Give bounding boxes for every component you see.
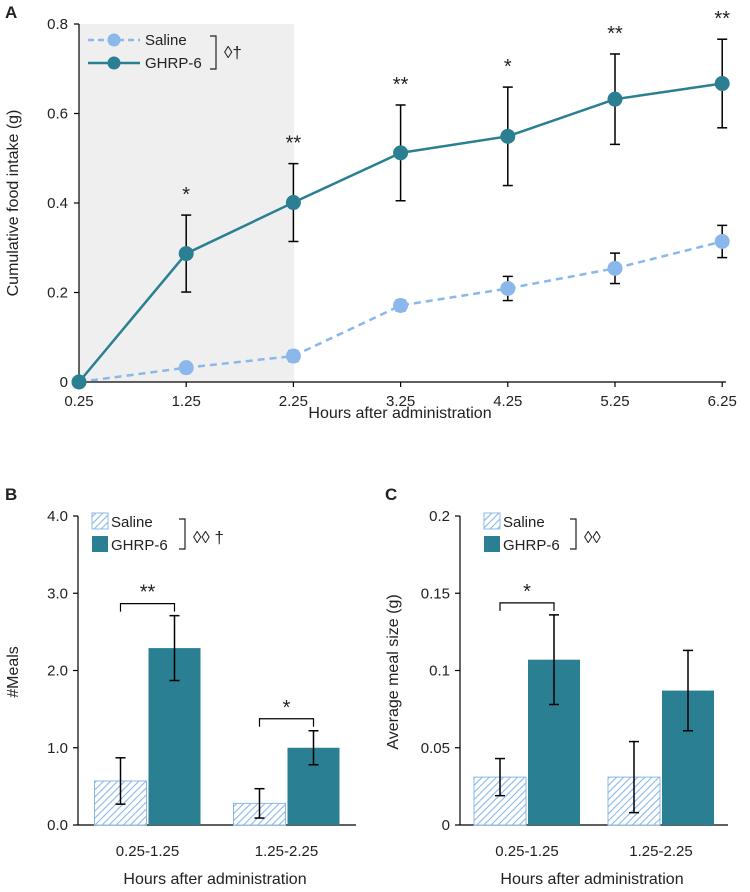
significance-bracket	[499, 602, 555, 611]
panel-letter-a: A	[5, 3, 17, 22]
panel-c-ytick-label: 0.15	[421, 585, 450, 602]
data-point-ghrp6	[607, 91, 623, 107]
significance-marker: *	[523, 581, 531, 603]
significance-marker: **	[140, 582, 156, 604]
legend-saline-swatch	[483, 512, 501, 530]
panel-c-ytick-label: 0	[442, 817, 450, 834]
data-point-ghrp6	[71, 374, 87, 390]
legend-ghrp6-marker	[107, 56, 121, 70]
significance-marker: *	[283, 697, 291, 719]
data-point-ghrp6	[178, 246, 194, 262]
panel-b-ytick-label: 1.0	[47, 740, 68, 757]
data-point-saline	[393, 297, 409, 313]
panel-a-ytick-label: 0.2	[47, 285, 68, 302]
panel-b-ytick-label: 4.0	[47, 508, 68, 525]
data-point-saline	[285, 348, 301, 364]
panel-c-xlabel: Hours after administration	[500, 871, 683, 888]
legend-ghrp6-swatch	[484, 536, 500, 552]
panel-c: 0 0.05 0.1 0.15 0.2 0.25-1.25 1.25-2.25 * Hour…	[385, 508, 728, 888]
significance-bracket	[258, 718, 315, 727]
panel-letter-c: C	[385, 485, 397, 504]
significance-bracket	[119, 603, 176, 612]
significance-marker: *	[182, 184, 190, 206]
panel-a-xtick-label: 5.25	[600, 393, 629, 410]
panel-b-ytick-label: 0.0	[47, 817, 68, 834]
panel-b: 0.01.02.03.04.00.25-1.25 1.25-2.25 *** Ho…	[5, 508, 356, 888]
data-point-saline	[178, 360, 194, 376]
panel-b-legend: Saline GHRP-6 ◊◊ †	[91, 512, 224, 554]
panel-a-xtick-label: 3.25	[386, 393, 415, 410]
panel-b-xtick-label: 1.25-2.25	[255, 843, 318, 860]
panel-b-xtick-label: 0.25-1.25	[116, 843, 179, 860]
data-point-ghrp6	[714, 76, 730, 92]
data-point-ghrp6	[393, 145, 409, 161]
legend-annotation: ◊†	[224, 43, 242, 62]
data-point-ghrp6	[285, 195, 301, 211]
legend-bracket	[570, 518, 577, 550]
panel-a-xtick-label: 1.25	[172, 393, 201, 410]
panel-a-ylabel: Cumulative food intake (g)	[5, 110, 22, 297]
panel-a-ytick-label: 0.8	[47, 16, 68, 33]
legend-saline-label: Saline	[503, 514, 545, 531]
panel-c-ylabel: Average meal size (g)	[385, 594, 402, 749]
panel-a-xtick-label: 6.25	[708, 393, 737, 410]
panel-a: 0 0.2 0.4 0.6 0.8 0.25 1.25 2.25 3.25 4.25 5.25 6.2…	[5, 8, 737, 422]
legend-saline-label: Saline	[145, 32, 187, 49]
panel-b-xlabel: Hours after administration	[123, 871, 306, 888]
legend-ghrp6-swatch	[92, 536, 108, 552]
shaded-region	[79, 24, 294, 382]
significance-marker: **	[714, 8, 730, 30]
data-point-saline	[500, 280, 516, 296]
legend-ghrp6-label: GHRP-6	[503, 537, 560, 554]
panel-a-ytick-label: 0.6	[47, 106, 68, 123]
panel-c-ytick-label: 0.2	[429, 508, 450, 525]
panel-letter-b: B	[5, 485, 17, 504]
panel-a-xtick-label: 0.25	[64, 393, 93, 410]
legend-saline-marker	[107, 33, 121, 47]
data-point-saline	[607, 260, 623, 276]
legend-ghrp6-label: GHRP-6	[145, 55, 202, 72]
legend-saline-label: Saline	[111, 514, 153, 531]
legend-bracket	[210, 35, 217, 70]
panel-b-ylabel: #Meals	[5, 646, 22, 698]
data-point-ghrp6	[500, 128, 516, 144]
panel-a-legend: Saline GHRP-6 ◊†	[88, 32, 242, 72]
panel-a-xlabel: Hours after administration	[308, 405, 491, 422]
panel-a-ytick-label: 0	[60, 374, 68, 391]
legend-annotation: ◊◊ †	[193, 528, 224, 547]
panel-c-legend: Saline GHRP-6 ◊◊	[483, 512, 601, 554]
panel-a-xtick-label: 4.25	[493, 393, 522, 410]
data-point-saline	[714, 233, 730, 249]
panel-c-xtick-label: 0.25-1.25	[495, 843, 558, 860]
significance-marker: **	[286, 133, 302, 155]
panel-c-ytick-label: 0.05	[421, 740, 450, 757]
significance-marker: **	[607, 23, 623, 45]
legend-ghrp6-label: GHRP-6	[111, 537, 168, 554]
legend-bracket	[179, 518, 186, 550]
panel-c-ytick-label: 0.1	[429, 663, 450, 680]
panel-a-xtick-label: 2.25	[279, 393, 308, 410]
significance-marker: **	[393, 74, 409, 96]
legend-saline-swatch	[91, 512, 109, 530]
panel-a-ytick-label: 0.4	[47, 195, 68, 212]
panel-c-xtick-label: 1.25-2.25	[629, 843, 692, 860]
legend-annotation: ◊◊	[584, 528, 601, 547]
panel-b-ytick-label: 2.0	[47, 663, 68, 680]
significance-marker: *	[504, 56, 512, 78]
panel-b-ytick-label: 3.0	[47, 585, 68, 602]
